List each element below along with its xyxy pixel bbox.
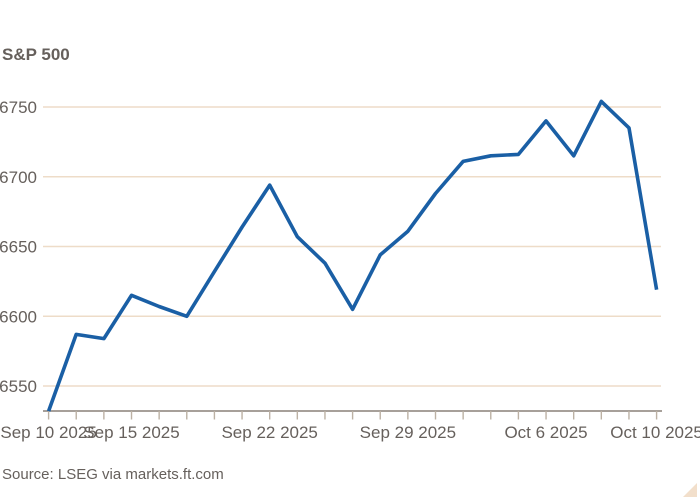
x-axis-tick-label: Sep 29 2025: [360, 423, 456, 442]
sp500-price-line: [46, 99, 659, 412]
y-axis-tick-label: 6700: [0, 168, 37, 187]
x-axis-tick-label: Sep 22 2025: [221, 423, 317, 442]
source-attribution: Source: LSEG via markets.ft.com: [2, 466, 224, 483]
y-axis-tick-label: 6750: [0, 98, 37, 117]
x-axis-tick-label: Oct 10 2025: [610, 423, 700, 442]
chart-title: S&P 500: [2, 45, 70, 64]
x-axis-tick-label: Oct 6 2025: [504, 423, 587, 442]
x-axis-tick-label: Sep 15 2025: [83, 423, 179, 442]
y-axis-tick-label: 6600: [0, 307, 37, 326]
y-axis-tick-label: 6550: [0, 377, 37, 396]
x-axis-tick-label: Sep 10 2025: [0, 423, 96, 442]
ft-expand-triangle-icon: [683, 483, 697, 497]
y-axis-tick-label: 6650: [0, 238, 37, 257]
